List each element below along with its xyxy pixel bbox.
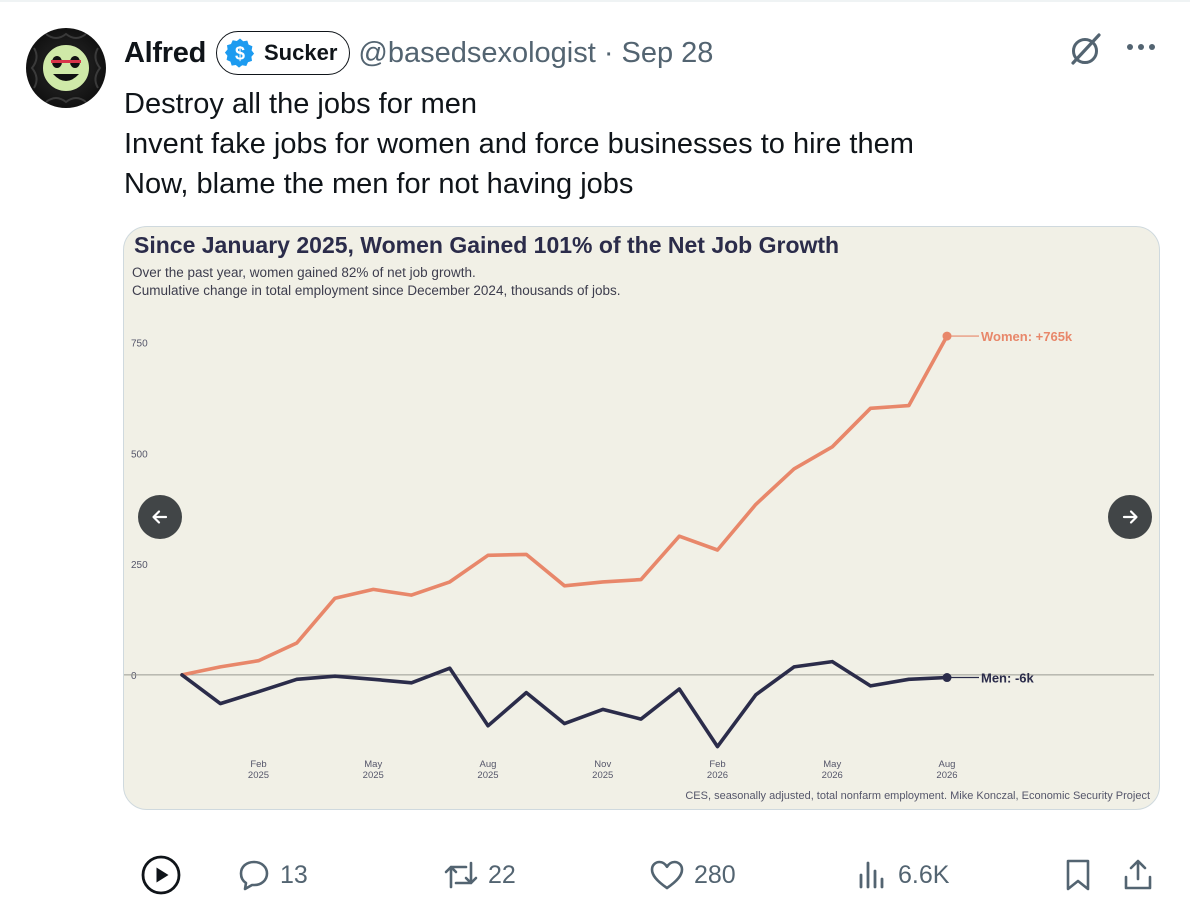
x-tick-label: Feb [709,759,725,770]
tweet-text: Destroy all the jobs for men Invent fake… [124,84,1164,204]
series-line-men [180,659,949,749]
grok-play-button[interactable] [140,850,182,900]
chart-subtitle: Over the past year, women gained 82% of … [132,265,476,280]
display-name[interactable]: Alfred [124,36,206,69]
tweet-media[interactable]: Since January 2025, Women Gained 101% of… [123,226,1160,810]
arrow-right-icon [1122,510,1138,524]
y-tick-label: 500 [131,449,148,460]
y-tick-label: 0 [131,671,137,682]
reply-button[interactable]: 13 [236,850,308,900]
previous-image-button[interactable] [138,495,182,539]
chart-source: CES, seasonally adjusted, total nonfarm … [685,790,1150,802]
user-handle[interactable]: @basedsexologist [358,36,596,69]
dollar-icon: $ [224,38,255,68]
series-label-women: Women: +765k [981,329,1073,344]
share-icon [1124,859,1152,890]
share-button[interactable] [1120,850,1156,900]
tweet-text-line: Invent fake jobs for women and force bus… [124,128,914,160]
views-count: 6.6K [898,860,950,889]
x-tick-label: Aug [939,759,956,770]
action-bar: 13 22 280 6.6K [0,850,1190,900]
x-tick-label: 2025 [477,770,498,781]
series-line-women [180,334,949,677]
bookmark-button[interactable] [1062,850,1094,900]
x-tick-label: Feb [250,759,266,770]
retweet-count: 22 [488,860,516,889]
x-tick-label: Nov [594,759,611,770]
y-tick-label: 750 [131,339,148,350]
x-tick-label: May [823,759,841,770]
x-tick-label: 2026 [822,770,843,781]
tweet-text-line: Now, blame the men for not having jobs [124,168,634,200]
chart-subtitle: Cumulative change in total employment si… [132,283,621,298]
badge-label: Sucker [264,40,338,65]
x-tick-label: 2025 [363,770,384,781]
retweet-button[interactable]: 22 [442,850,516,900]
next-image-button[interactable] [1108,495,1152,539]
chart-title: Since January 2025, Women Gained 101% of… [134,232,839,258]
retweet-icon [444,861,478,889]
user-badge[interactable]: $ Sucker [216,31,351,75]
chart: Since January 2025, Women Gained 101% of… [124,232,1154,802]
x-tick-label: 2025 [248,770,269,781]
play-circle-icon [141,855,181,895]
heart-icon [650,860,684,890]
y-tick-label: 250 [131,560,148,571]
x-tick-label: May [364,759,382,770]
grok-icon[interactable] [1066,30,1106,70]
avatar[interactable] [26,28,106,108]
arrow-left-icon [152,510,168,524]
like-count: 280 [694,860,736,889]
x-tick-label: Aug [480,759,497,770]
more-icon[interactable] [1124,34,1158,60]
bookmark-icon [1066,859,1090,891]
x-tick-label: 2025 [592,770,613,781]
avatar-image [30,32,102,104]
tweet-header: Alfred $ Sucker @basedsexologist · Sep 2… [124,30,713,76]
like-button[interactable]: 280 [648,850,736,900]
reply-icon [239,860,269,891]
separator-dot: · [603,36,614,69]
top-divider [0,0,1190,2]
series-label-men: Men: -6k [981,671,1035,686]
tweet-date[interactable]: Sep 28 [621,36,714,69]
analytics-icon [859,861,884,889]
reply-count: 13 [280,860,308,889]
tweet-text-line: Destroy all the jobs for men [124,88,477,120]
svg-text:$: $ [235,44,245,64]
x-tick-label: 2026 [936,770,957,781]
views-button[interactable]: 6.6K [856,850,949,900]
x-tick-label: 2026 [707,770,728,781]
